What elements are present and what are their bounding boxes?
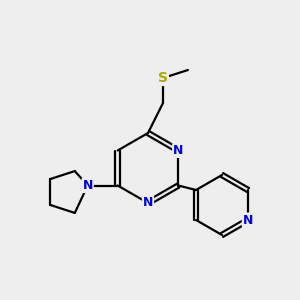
Text: N: N xyxy=(243,214,253,226)
Text: N: N xyxy=(143,196,153,209)
Text: N: N xyxy=(82,179,93,192)
Text: S: S xyxy=(158,71,168,85)
Text: N: N xyxy=(173,144,184,157)
